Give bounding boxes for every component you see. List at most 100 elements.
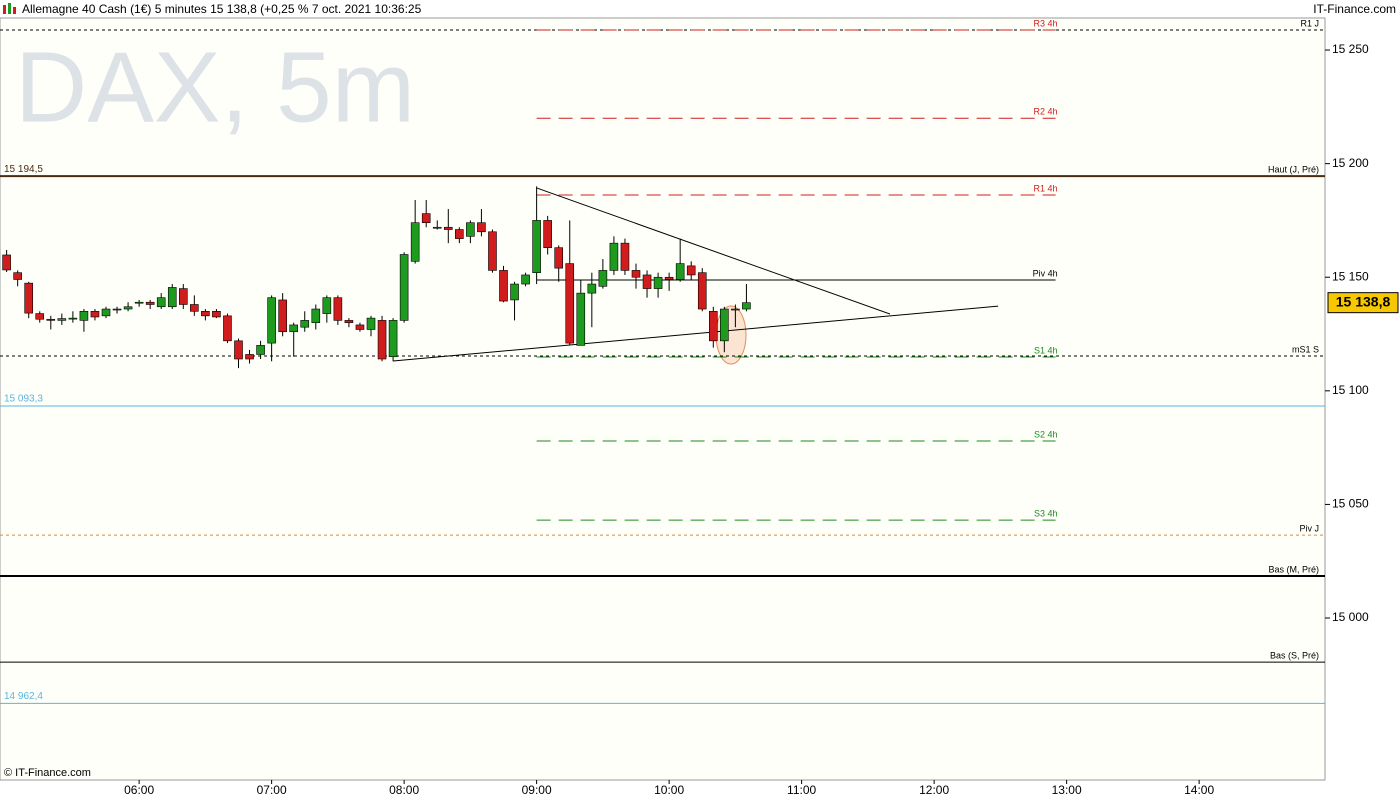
candle-body: [443, 226, 453, 230]
pivot-label: S2 4h: [1034, 429, 1058, 439]
candle-body: [642, 274, 652, 289]
y-tick-label: 15 200: [1332, 156, 1369, 170]
candle-body: [477, 222, 486, 233]
candle-body: [653, 276, 663, 289]
x-tick-label: 11:00: [787, 783, 816, 797]
candle-body: [488, 231, 497, 271]
candle-body: [731, 308, 740, 311]
candle-body: [697, 272, 707, 310]
candle-body: [333, 297, 343, 321]
logo: [8, 3, 11, 14]
candle-body: [24, 282, 34, 314]
candle-body: [201, 311, 210, 317]
candle-body: [344, 320, 354, 323]
candle-body: [2, 254, 11, 271]
candle-body: [366, 317, 376, 330]
candle-body: [311, 308, 321, 323]
candle-body: [675, 263, 685, 280]
level-label: R1 J: [1300, 18, 1319, 28]
candle-body: [499, 270, 508, 302]
plot-area: [0, 17, 1326, 781]
candle-body: [178, 288, 188, 305]
logo: [3, 5, 6, 14]
level-label: Bas (M, Pré): [1268, 564, 1319, 574]
candle-body: [543, 220, 552, 248]
candle-body: [742, 302, 751, 310]
candle-body: [68, 317, 78, 320]
chart-title: Allemagne 40 Cash (1€) 5 minutes 15 138,…: [22, 2, 422, 16]
candle-body: [145, 301, 155, 305]
pivot-label: Piv 4h: [1033, 268, 1058, 278]
candle-body: [212, 311, 221, 318]
candle-body: [377, 320, 387, 360]
level-value-label: 14 962,4: [4, 691, 43, 702]
candle-body: [300, 320, 310, 328]
candle-body: [112, 308, 122, 311]
candle-body: [598, 270, 608, 287]
pivot-label: R3 4h: [1034, 18, 1058, 28]
candle-body: [101, 308, 111, 317]
y-tick-label: 15 250: [1332, 42, 1369, 56]
trendline: [536, 187, 891, 315]
candle-body: [134, 301, 144, 304]
candle-body: [234, 340, 243, 360]
candle-body: [322, 297, 332, 314]
last-price-label: 15 138,8: [1336, 293, 1391, 309]
y-tick-label: 15 150: [1332, 269, 1369, 283]
candle-body: [167, 287, 177, 308]
candle-body: [190, 304, 199, 312]
watermark: DAX, 5m: [15, 31, 415, 143]
candle-body: [355, 324, 365, 330]
level-label: Haut (J, Pré): [1268, 165, 1319, 175]
y-tick-label: 15 000: [1332, 610, 1369, 624]
candle-body: [432, 226, 442, 229]
candle-body: [245, 354, 254, 360]
pivot-label: S3 4h: [1034, 508, 1058, 518]
candle-body: [388, 320, 398, 358]
level-value-label: 15 194,5: [4, 164, 43, 175]
candle-body: [123, 306, 133, 310]
candle-body: [35, 313, 45, 320]
last-price-box: [1327, 292, 1399, 314]
candle-body: [554, 247, 564, 269]
pivot-label: S1 4h: [1034, 345, 1058, 355]
x-tick-label: 07:00: [257, 783, 287, 797]
candle-body: [289, 324, 299, 333]
candle-body: [720, 308, 729, 342]
candle-body: [223, 315, 232, 342]
candle-body: [609, 242, 619, 271]
candle-body: [90, 311, 100, 318]
candle-body: [466, 222, 475, 237]
x-tick-label: 10:00: [654, 783, 684, 797]
candle-body: [708, 311, 718, 342]
x-tick-label: 06:00: [124, 783, 154, 797]
candle-body: [521, 274, 530, 285]
level-label: Piv J: [1299, 523, 1319, 533]
trendline: [393, 305, 999, 362]
candle-body: [455, 229, 464, 239]
candle-body: [421, 213, 431, 223]
x-tick-label: 12:00: [919, 783, 949, 797]
candle-body: [576, 292, 586, 346]
candle-body: [13, 272, 22, 280]
candle-body: [565, 263, 575, 344]
candle-body: [620, 242, 630, 271]
x-tick-label: 13:00: [1052, 783, 1082, 797]
level-label: Bas (S, Pré): [1270, 650, 1319, 660]
candle-body: [532, 220, 541, 273]
y-tick-label: 15 100: [1332, 383, 1369, 397]
candle-body: [631, 270, 641, 278]
candle-body: [57, 318, 67, 321]
logo: [13, 7, 16, 14]
footer: © IT-Finance.com: [4, 767, 91, 779]
pivot-label: R2 4h: [1034, 107, 1058, 117]
x-tick-label: 14:00: [1184, 783, 1214, 797]
candle-body: [79, 311, 89, 321]
candle-body: [686, 265, 696, 276]
candle-body: [587, 283, 597, 294]
x-tick-label: 09:00: [522, 783, 552, 797]
x-tick-label: 08:00: [389, 783, 419, 797]
level-label: mS1 S: [1292, 344, 1319, 354]
